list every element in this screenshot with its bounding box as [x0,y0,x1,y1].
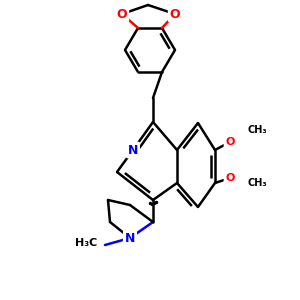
Text: O: O [170,8,180,20]
Text: H₃C: H₃C [75,238,97,248]
Text: CH₃: CH₃ [248,178,268,188]
Text: CH₃: CH₃ [248,125,268,135]
Text: N: N [125,232,135,244]
Text: O: O [225,173,235,183]
Text: N: N [128,143,138,157]
Text: O: O [117,8,127,20]
Text: O: O [225,137,235,147]
